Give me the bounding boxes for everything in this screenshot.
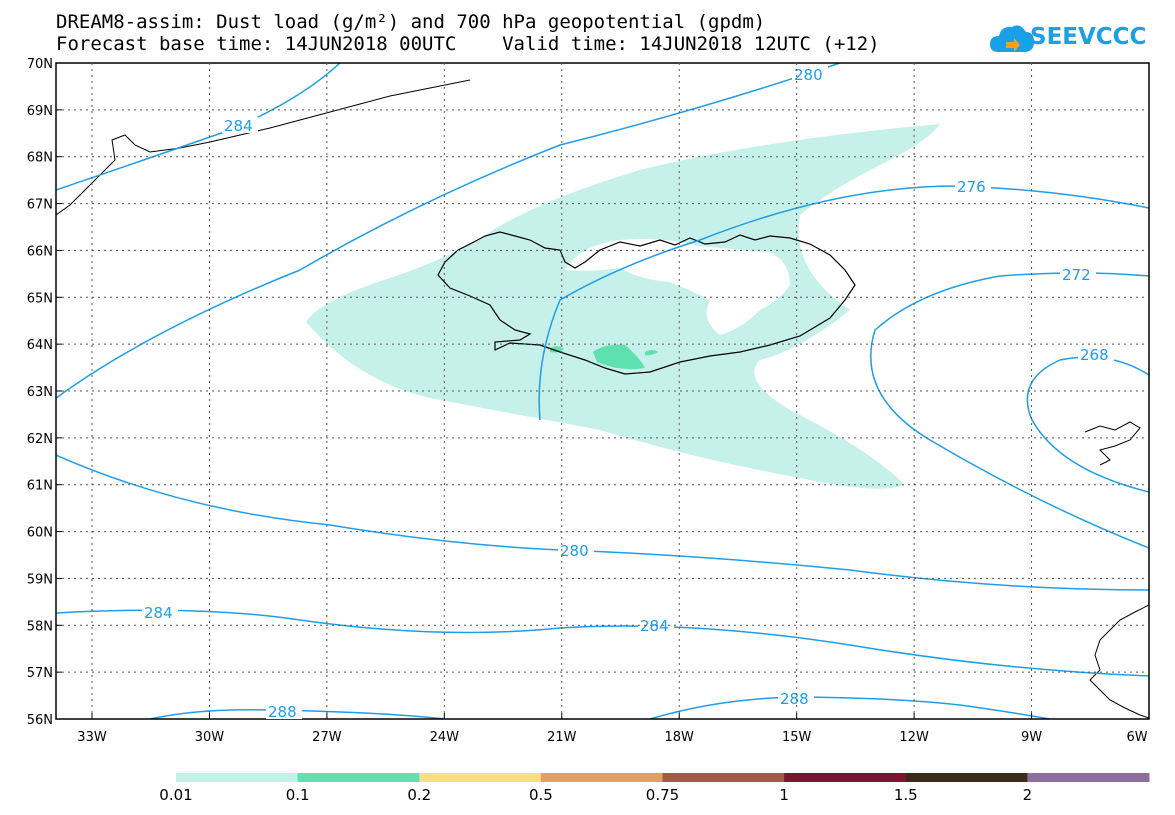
colorbar-label: 0.75 [645,786,680,804]
contour-276 [538,185,1149,421]
dust-clear-area [565,238,790,335]
contour-label: 280 [794,66,823,84]
contour-272 [870,272,1149,549]
colorbar-label: 0.1 [285,786,310,804]
longitude-labels: 33W 30W 27W 24W 21W 18W 15W 12W 9W 6W [77,730,1147,745]
lat-label: 62N [27,432,53,447]
contour-label: 288 [268,703,297,721]
colorbar-label: 0.01 [159,786,193,804]
coastline-greenland [56,79,471,216]
contour-288-east [649,696,1051,719]
lat-label: 61N [27,479,53,494]
colorbar-segment [1027,773,1150,782]
contour-280-north [56,63,841,399]
contour-label: 272 [1062,266,1091,284]
lon-label: 24W [430,730,460,745]
coastline-iceland [437,231,856,375]
contour-284-north [56,63,341,191]
logo-text: SEEVCCC [1030,24,1147,50]
lon-label: 33W [77,730,107,745]
colorbar-label: 2 [1022,786,1033,804]
colorbar-segment [419,773,542,782]
dust-patch [593,344,645,370]
contour-label: 284 [640,617,669,635]
coastline-faroe [1084,421,1141,466]
lon-label: 30W [195,730,225,745]
colorbar-segment [540,773,663,782]
contour-280-south [56,454,1149,591]
dust-patch [550,346,564,353]
colorbar-segment [297,773,420,782]
lat-label: 58N [27,619,53,634]
chart-title-line-2: Forecast base time: 14JUN2018 00UTC Vali… [56,33,880,55]
colorbar-segment [784,773,907,782]
dust-plume [306,124,940,489]
colorbar [176,773,1150,782]
contour-label: 280 [560,542,589,560]
contour-label: 276 [957,178,986,196]
lon-label: 6W [1126,730,1147,745]
colorbar-label: 1 [779,786,789,804]
lat-label: 63N [27,385,53,400]
lon-label: 27W [312,730,342,745]
contour-label: 284 [144,604,173,622]
cloud-logo-icon [990,25,1034,52]
colorbar-segment [176,773,299,782]
lon-label: 18W [665,730,695,745]
colorbar-segment [905,773,1028,782]
contour-label: 288 [780,690,809,708]
lat-label: 68N [27,151,53,166]
colorbar-label: 0.2 [407,786,432,804]
lat-label: 69N [27,104,53,119]
lon-label: 15W [782,730,812,745]
lat-label: 67N [27,198,53,213]
graticule [56,62,1150,720]
lat-label: 70N [27,57,53,72]
lat-label: 60N [27,526,53,541]
contour-label: 284 [224,117,253,135]
latitude-labels: 70N 69N 68N 67N 66N 65N 64N 63N 62N 61N 60N 59N 58N 5… [27,57,53,728]
contour-268 [1026,356,1149,493]
lat-label: 64N [27,338,53,353]
contour-284-south [56,609,1149,677]
lat-label: 66N [27,244,53,259]
lat-label: 65N [27,291,53,306]
contour-label: 268 [1080,346,1109,364]
coastline-scotland [1089,604,1149,719]
dust-patch [645,350,658,356]
lon-label: 12W [899,730,929,745]
lat-label: 59N [27,572,53,587]
lon-label: 21W [547,730,577,745]
colorbar-segment [662,773,785,782]
lon-label: 9W [1021,730,1042,745]
colorbar-label: 1.5 [893,786,918,804]
lat-label: 57N [27,666,53,681]
chart-title-line-1: DREAM8-assim: Dust load (g/m²) and 700 h… [56,11,766,33]
lat-label: 56N [27,713,53,728]
colorbar-label: 0.5 [528,786,553,804]
